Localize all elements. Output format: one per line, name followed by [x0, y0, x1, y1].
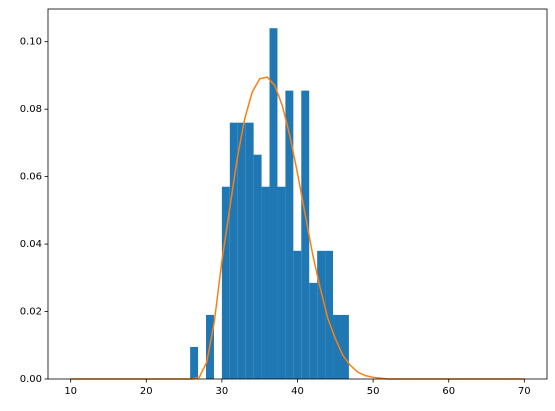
bar	[237, 122, 246, 379]
y-tick-label: 0.04	[20, 239, 42, 250]
bar	[333, 314, 341, 379]
y-tick-label: 0.00	[20, 374, 42, 385]
bar	[285, 90, 294, 379]
x-tick-label: 40	[291, 386, 304, 397]
density-line	[70, 76, 525, 380]
bar	[277, 186, 286, 379]
x-tick-label: 10	[64, 386, 77, 397]
bar	[301, 90, 310, 379]
bar	[190, 346, 199, 379]
bar	[261, 186, 270, 379]
bar	[340, 314, 349, 379]
bar	[325, 250, 334, 379]
bar	[229, 122, 238, 379]
x-tick-label: 30	[216, 386, 229, 397]
bar	[269, 28, 278, 379]
x-tick-label: 60	[442, 386, 455, 397]
y-tick-label: 0.02	[20, 307, 42, 318]
bar	[309, 282, 318, 379]
bar	[293, 250, 302, 379]
x-tick-label: 20	[140, 386, 153, 397]
bar	[317, 250, 326, 379]
y-tick-label: 0.06	[20, 172, 42, 183]
bar	[245, 122, 254, 379]
y-tick-label: 0.08	[20, 104, 42, 115]
y-tick-label: 0.10	[20, 37, 42, 48]
bar	[253, 154, 262, 379]
bar	[221, 186, 230, 379]
x-tick-label: 70	[518, 386, 531, 397]
x-tick-label: 50	[367, 386, 380, 397]
